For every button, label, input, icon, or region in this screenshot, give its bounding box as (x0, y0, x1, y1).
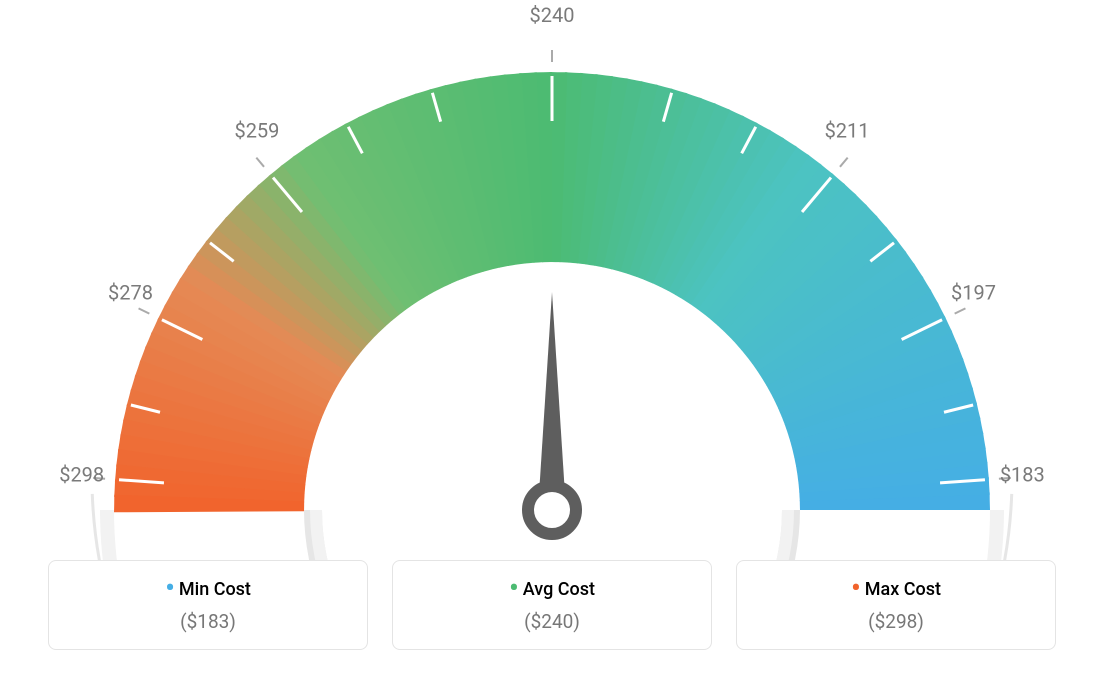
legend-label-text-min: Min Cost (179, 579, 251, 600)
legend-label-min: •Min Cost (49, 579, 367, 600)
legend-dot-max: • (851, 571, 861, 604)
legend-label-text-avg: Avg Cost (523, 579, 595, 600)
svg-text:$240: $240 (530, 3, 575, 27)
legend-card-avg: •Avg Cost ($240) (392, 560, 712, 650)
svg-text:$259: $259 (234, 119, 279, 143)
svg-text:$298: $298 (59, 463, 104, 487)
legend-label-max: •Max Cost (737, 579, 1055, 600)
legend-label-text-max: Max Cost (865, 579, 941, 600)
legend-value-avg: ($240) (393, 610, 711, 633)
legend-card-min: •Min Cost ($183) (48, 560, 368, 650)
svg-text:$183: $183 (1000, 463, 1045, 487)
legend-value-min: ($183) (49, 610, 367, 633)
legend-dot-avg: • (509, 571, 519, 604)
svg-text:$211: $211 (825, 119, 870, 143)
gauge-chart: $183 $197 $211 $240 $259 $278 $298 (0, 0, 1104, 560)
legend-value-max: ($298) (737, 610, 1055, 633)
legend-card-max: •Max Cost ($298) (736, 560, 1056, 650)
legend-dot-min: • (165, 571, 175, 604)
gauge-svg: $183 $197 $211 $240 $259 $278 $298 (0, 0, 1104, 560)
svg-text:$197: $197 (951, 280, 996, 304)
svg-text:$278: $278 (108, 280, 153, 304)
legend-label-avg: •Avg Cost (393, 579, 711, 600)
legend-row: •Min Cost ($183) •Avg Cost ($240) •Max C… (0, 560, 1104, 650)
